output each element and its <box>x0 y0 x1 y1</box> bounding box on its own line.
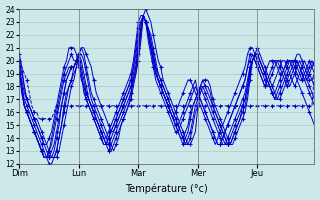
X-axis label: Température (°c): Température (°c) <box>125 184 208 194</box>
